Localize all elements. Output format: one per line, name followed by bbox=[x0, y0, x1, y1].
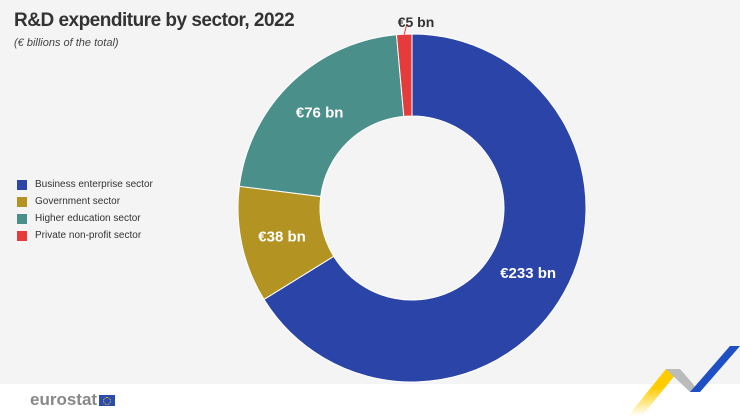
label-connector bbox=[403, 24, 408, 35]
donut-slice[interactable] bbox=[263, 33, 587, 383]
legend-item[interactable]: Government sector bbox=[17, 193, 153, 210]
donut-slice[interactable] bbox=[238, 34, 405, 198]
donut-slice[interactable] bbox=[395, 33, 413, 117]
data-label: €233 bn bbox=[500, 265, 556, 282]
chart-subtitle: (€ billions of the total) bbox=[14, 37, 119, 49]
legend-swatch bbox=[17, 196, 27, 207]
legend-item[interactable]: Business enterprise sector bbox=[17, 176, 153, 193]
data-label: €76 bn bbox=[296, 104, 344, 121]
data-label: €5 bn bbox=[398, 14, 435, 30]
eu-flag-icon bbox=[99, 394, 116, 406]
legend-item[interactable]: Higher education sector bbox=[17, 210, 153, 227]
chart-title: R&D expenditure by sector, 2022 bbox=[14, 10, 295, 31]
legend-swatch bbox=[17, 213, 27, 224]
legend-swatch bbox=[17, 179, 27, 190]
legend-item[interactable]: Private non-profit sector bbox=[17, 227, 153, 244]
eurostat-logo[interactable]: eurostat bbox=[30, 390, 116, 410]
legend: Business enterprise sector Government se… bbox=[17, 176, 153, 244]
data-label: €38 bn bbox=[258, 228, 306, 245]
legend-swatch bbox=[17, 230, 27, 241]
